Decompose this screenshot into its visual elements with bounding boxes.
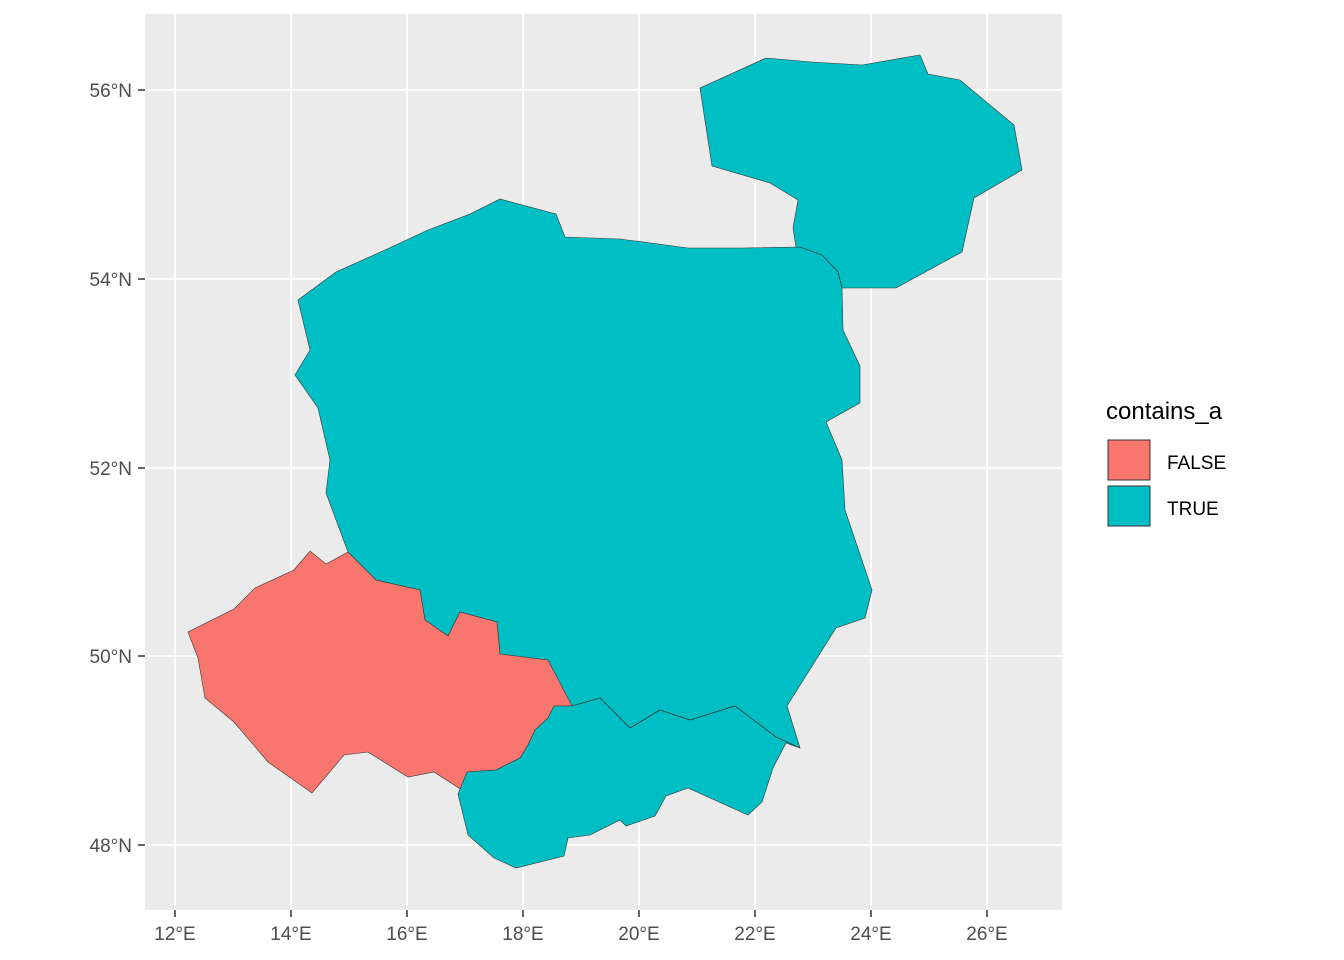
x-tick-label: 22°E	[734, 924, 775, 945]
legend-key-true	[1107, 485, 1151, 527]
y-tick-label: 54°N	[90, 270, 132, 291]
shared-borders	[571, 246, 843, 749]
x-tick-label: 20°E	[618, 924, 659, 945]
y-tick-label: 48°N	[90, 836, 132, 857]
x-tick-label: 26°E	[966, 924, 1007, 945]
x-tick-label: 14°E	[270, 924, 311, 945]
border-central-south	[571, 697, 801, 749]
legend-title: contains_a	[1106, 398, 1223, 425]
y-tick-label: 52°N	[90, 459, 132, 480]
region-northeast	[699, 54, 1023, 289]
y-tick-label: 50°N	[90, 647, 132, 668]
y-tick-label: 56°N	[90, 81, 132, 102]
x-axis-labels: 12°E 14°E 16°E 18°E 20°E 22°E 24°E 26°E	[154, 924, 1007, 945]
x-tick-label: 24°E	[850, 924, 891, 945]
x-tick-label: 18°E	[502, 924, 543, 945]
x-tick-label: 16°E	[386, 924, 427, 945]
legend-label-true: TRUE	[1167, 499, 1219, 520]
y-axis-labels: 48°N 50°N 52°N 54°N 56°N	[90, 81, 132, 857]
regions	[187, 54, 1023, 869]
axis-ticks	[138, 89, 988, 917]
legend: contains_a FALSE TRUE	[1106, 398, 1226, 527]
legend-label-false: FALSE	[1167, 453, 1226, 474]
x-tick-label: 12°E	[154, 924, 195, 945]
legend-key-false	[1107, 439, 1151, 481]
